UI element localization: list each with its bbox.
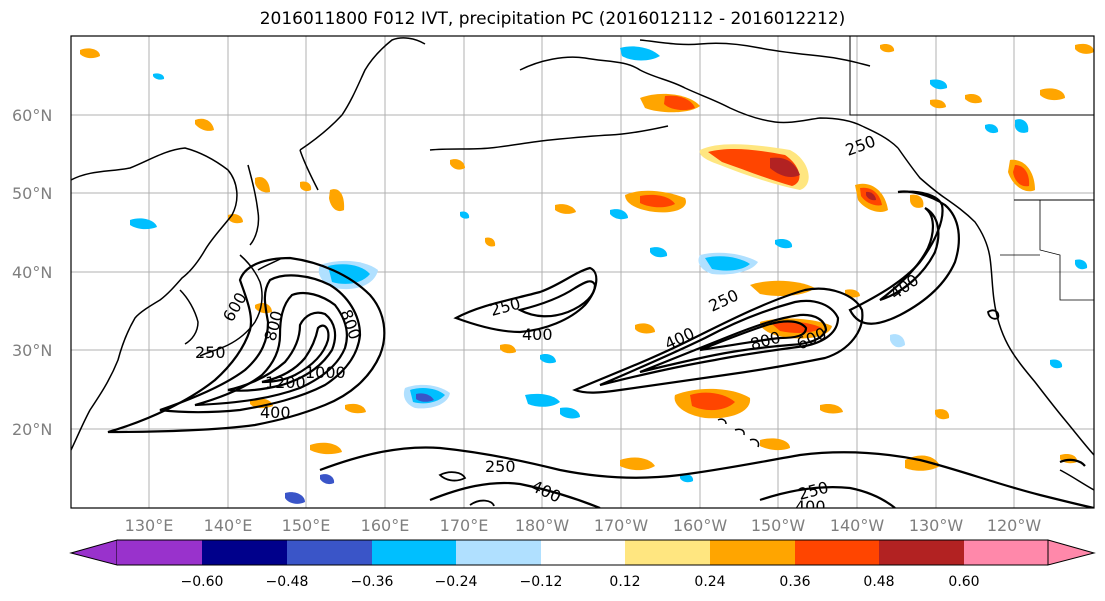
lon-label: 130°E	[125, 516, 174, 535]
contour-label: 400	[260, 403, 291, 422]
ivt-contours	[107, 190, 1094, 508]
contour-label: 400	[522, 325, 553, 344]
map-frame	[70, 35, 1095, 509]
colorbar-extend-high	[1047, 539, 1096, 566]
coastlines	[71, 36, 1094, 491]
contour-label: 250	[195, 343, 226, 362]
colorbar-ticks: −0.60 −0.48 −0.36 −0.24 −0.12 0.12 0.24 …	[181, 574, 980, 590]
lat-label: 60°N	[12, 106, 52, 125]
lon-label: 170°W	[594, 516, 649, 535]
colorbar-segment	[879, 540, 964, 565]
colorbar-tick: −0.48	[266, 574, 309, 590]
lat-label: 20°N	[12, 420, 52, 439]
lon-label: 160°E	[361, 516, 410, 535]
colorbar-tick: 0.36	[779, 574, 810, 590]
colorbar-tick: 0.48	[863, 574, 894, 590]
colorbar-segment	[456, 540, 541, 565]
colorbar-segment	[117, 540, 202, 565]
contour-label: 250	[485, 457, 516, 476]
lon-label: 120°W	[987, 516, 1042, 535]
colorbar-tick: 0.60	[948, 574, 979, 590]
colorbar: −0.60 −0.48 −0.36 −0.24 −0.12 0.12 0.24 …	[69, 539, 1096, 590]
colorbar-tick: −0.12	[520, 574, 563, 590]
contour-label: 1000	[305, 363, 346, 382]
map-panel: 250 400 800 1200 1000 800 600 250 400 25…	[71, 36, 1094, 516]
colorbar-segment	[372, 540, 456, 565]
colorbar-tick: −0.36	[351, 574, 394, 590]
contour-label: 1200	[265, 373, 306, 392]
lon-label: 160°W	[673, 516, 728, 535]
lon-label: 170°E	[440, 516, 489, 535]
colorbar-extend-low	[69, 539, 118, 566]
colorbar-tick: −0.24	[435, 574, 478, 590]
colorbar-segment	[964, 540, 1048, 565]
latitude-axis: 60°N 50°N 40°N 30°N 20°N	[12, 106, 52, 439]
colorbar-segment	[710, 540, 795, 565]
colorbar-segment	[202, 540, 287, 565]
colorbar-tick: −0.60	[181, 574, 224, 590]
colorbar-segment	[795, 540, 879, 565]
colorbar-tick: 0.24	[694, 574, 725, 590]
colorbar-segment	[625, 540, 710, 565]
map-title: 2016011800 F012 IVT, precipitation PC (2…	[259, 9, 846, 29]
contour-label: 400	[795, 497, 826, 516]
lon-label: 150°E	[282, 516, 331, 535]
lat-label: 40°N	[12, 263, 52, 282]
lat-label: 50°N	[12, 184, 52, 203]
precipitation-shading	[80, 43, 1094, 504]
lon-label: 140°W	[830, 516, 885, 535]
longitude-axis: 130°E 140°E 150°E 160°E 170°E 180°W 170°…	[125, 516, 1042, 535]
colorbar-segment	[541, 540, 625, 565]
colorbar-segment	[287, 540, 372, 565]
colorbar-tick: 0.12	[609, 574, 640, 590]
lat-label: 30°N	[12, 341, 52, 360]
lon-label: 140°E	[204, 516, 253, 535]
lon-label: 130°W	[909, 516, 964, 535]
lon-label: 150°W	[751, 516, 806, 535]
lon-label: 180°W	[515, 516, 570, 535]
